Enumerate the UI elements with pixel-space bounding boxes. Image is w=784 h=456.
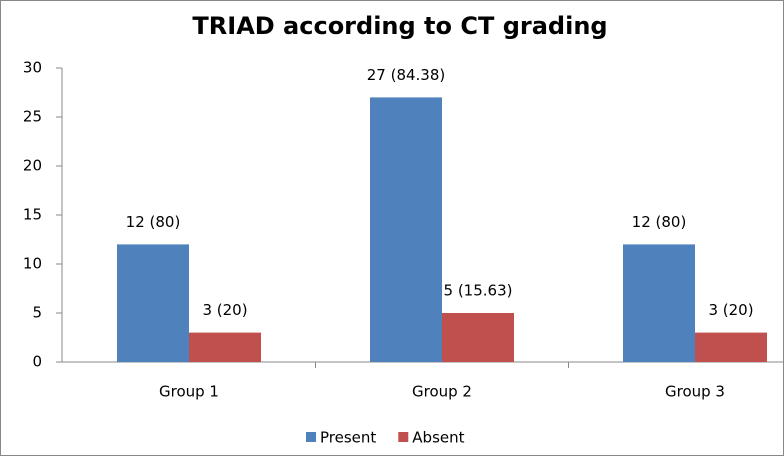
bar — [117, 244, 189, 362]
legend-swatch — [398, 432, 409, 442]
x-tick-label: Group 3 — [665, 383, 725, 401]
value-label: 12 (80) — [126, 213, 181, 231]
chart-title: TRIAD according to CT grading — [192, 12, 607, 40]
y-tick-label: 30 — [23, 59, 42, 77]
value-label: 3 (20) — [708, 301, 753, 319]
value-label: 12 (80) — [632, 213, 687, 231]
x-tick-label: Group 1 — [159, 383, 219, 401]
y-tick-label: 5 — [32, 304, 42, 322]
x-tick-label: Group 2 — [412, 383, 472, 401]
bar — [623, 244, 695, 362]
y-tick-label: 25 — [23, 108, 42, 126]
y-tick-label: 20 — [23, 157, 42, 175]
value-label: 3 (20) — [202, 301, 247, 319]
value-label: 5 (15.63) — [444, 282, 513, 300]
legend-label: Absent — [412, 429, 464, 447]
value-label: 27 (84.38) — [367, 66, 446, 84]
bar — [370, 97, 442, 363]
legend-label: Present — [320, 429, 376, 447]
y-tick-label: 10 — [23, 255, 42, 273]
bar — [189, 332, 261, 362]
y-tick-label: 15 — [23, 206, 42, 224]
bar — [442, 313, 514, 362]
bar — [695, 332, 767, 362]
y-tick-label: 0 — [32, 353, 42, 371]
legend-swatch — [306, 432, 316, 442]
